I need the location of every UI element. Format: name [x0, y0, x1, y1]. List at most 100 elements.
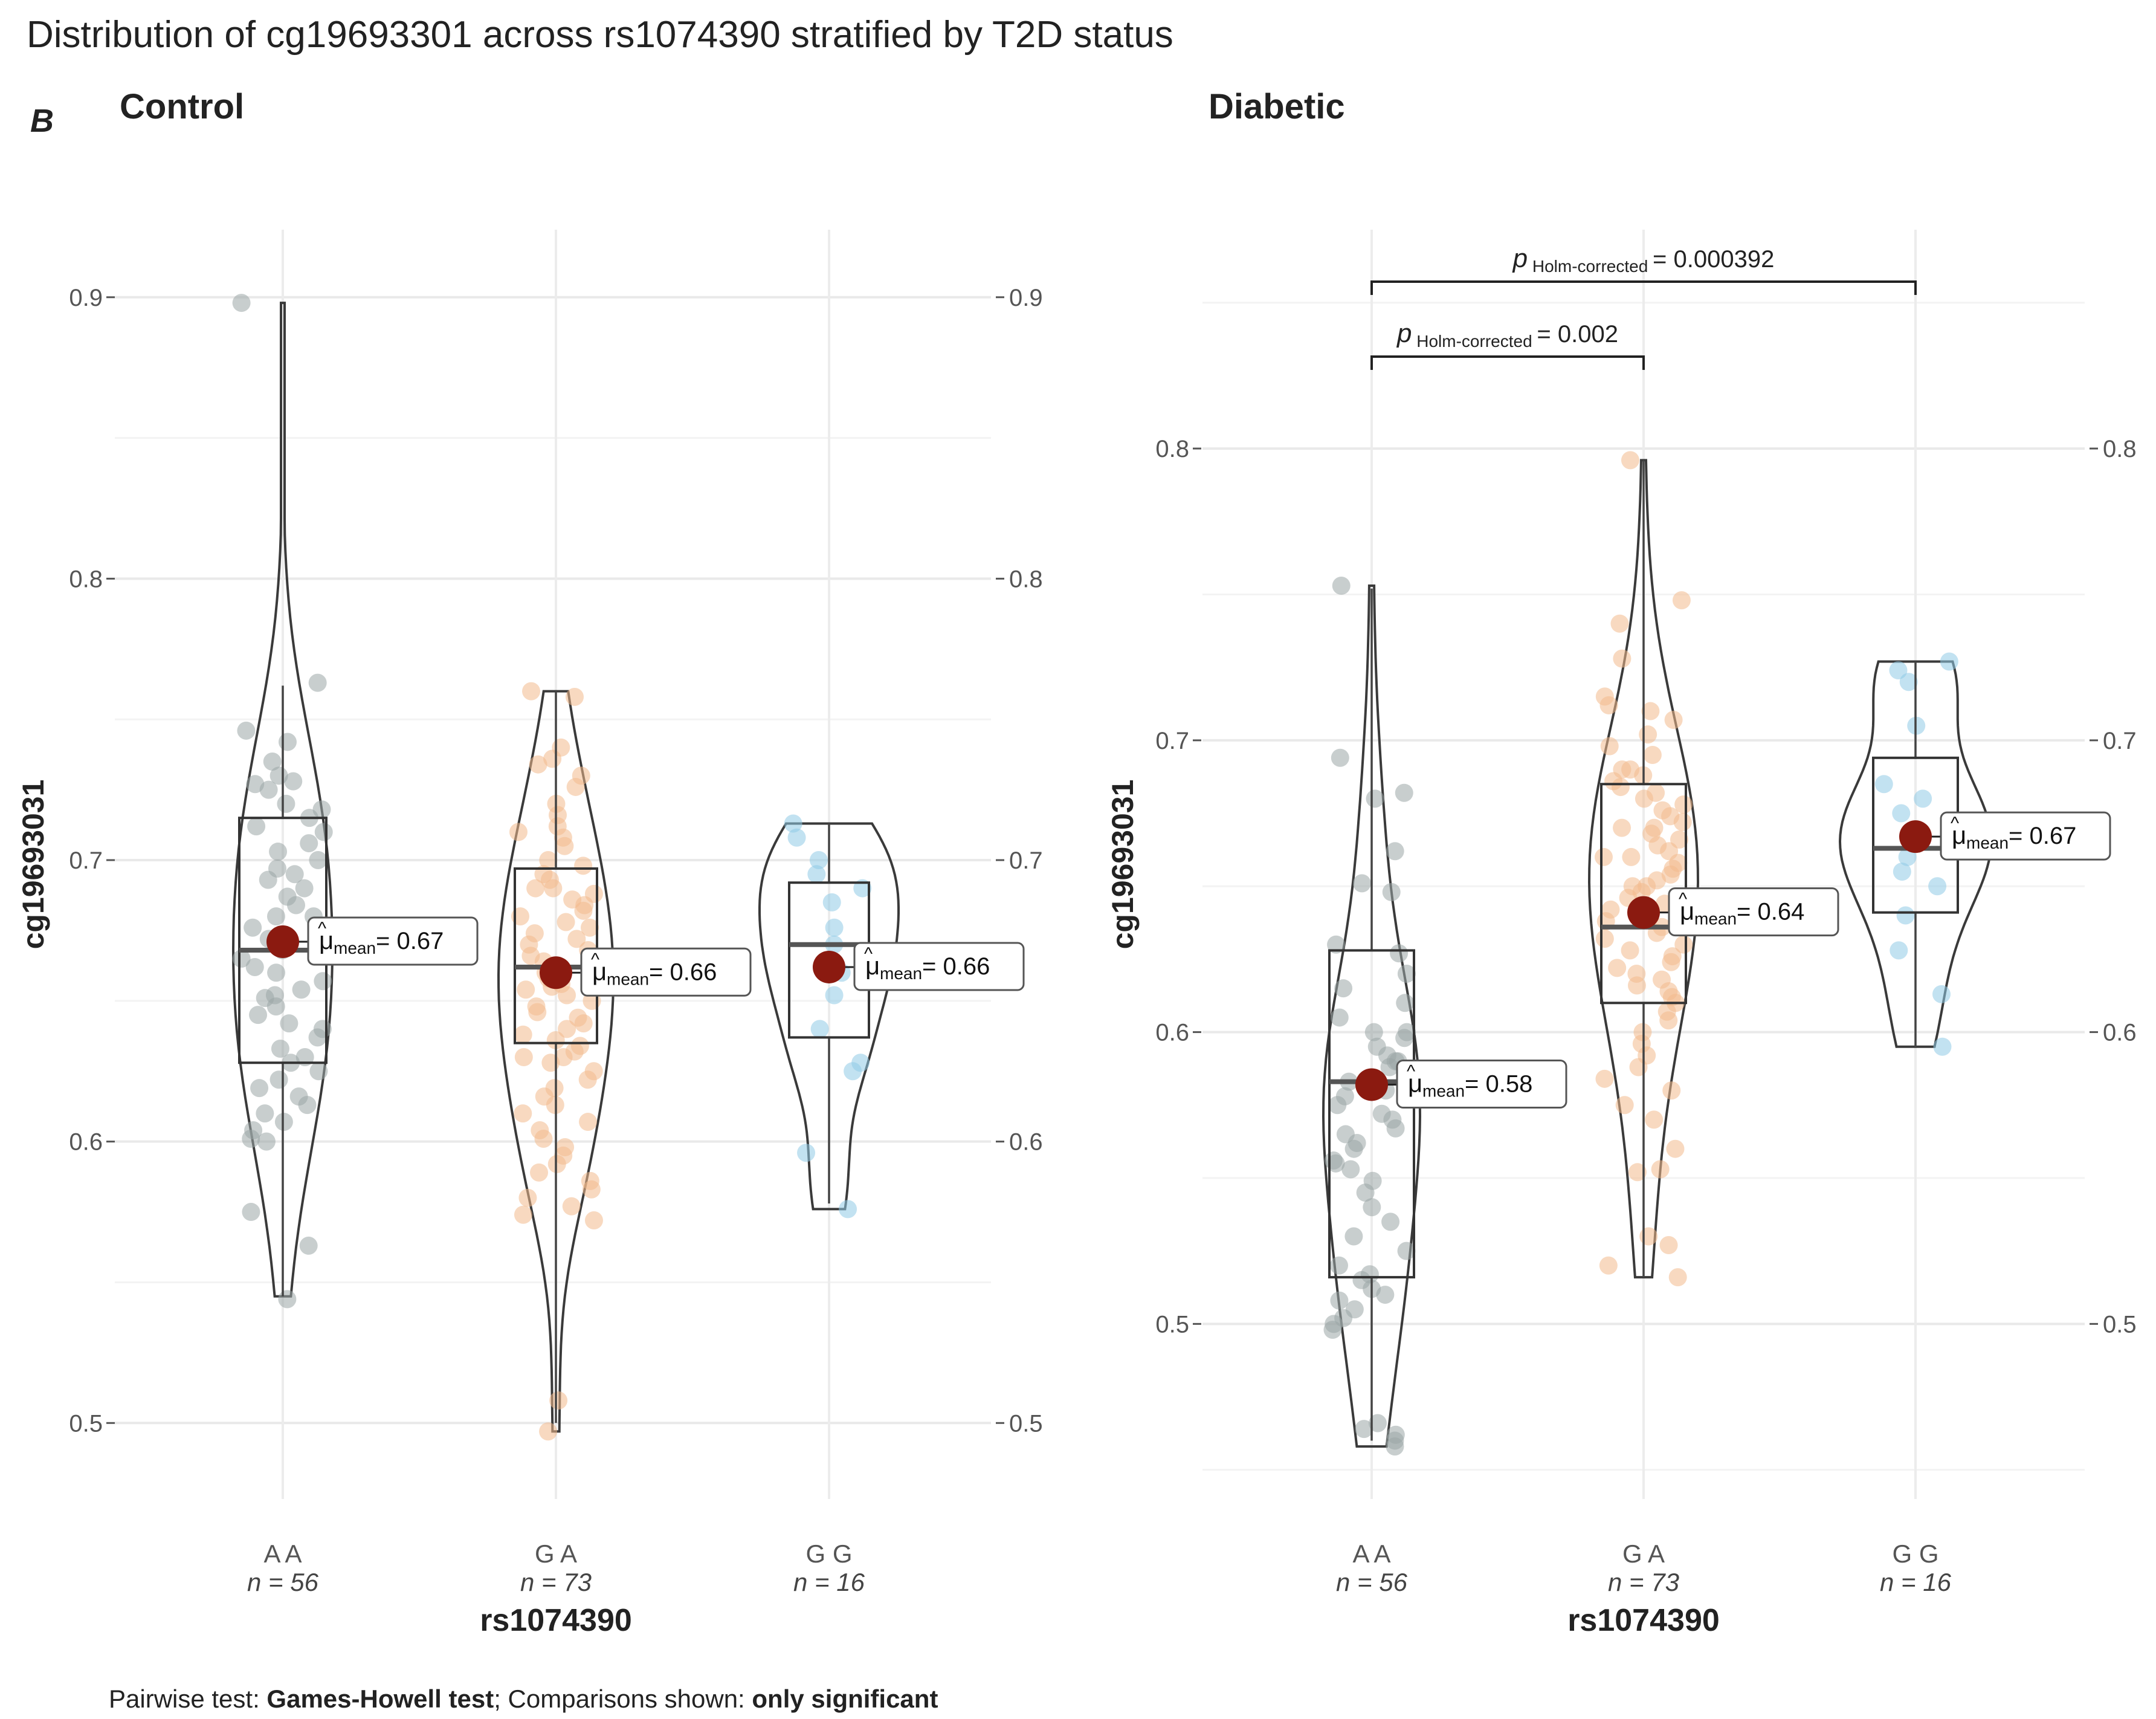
significance-bracket — [1370, 280, 1917, 295]
data-point-GA — [581, 918, 599, 937]
data-point-GA — [1662, 1081, 1681, 1100]
mean-label-mu: μ — [1408, 1069, 1422, 1097]
data-point-GA — [1595, 930, 1614, 948]
data-point-GA — [1594, 847, 1613, 866]
y-axis-label: cg19693031 — [16, 780, 50, 950]
x-n-label: n = 16 — [793, 1568, 865, 1596]
mean-label-sub: mean — [880, 964, 922, 983]
data-point-GA — [1659, 1011, 1678, 1030]
mean-label-sub: mean — [334, 939, 376, 957]
data-point-AA — [1344, 1139, 1363, 1158]
data-point-AA — [256, 1104, 274, 1123]
mean-label-sub: mean — [1422, 1081, 1465, 1100]
data-point-GG — [810, 1020, 829, 1038]
data-point-AA — [244, 918, 262, 937]
data-point-GA — [1613, 818, 1632, 837]
data-point-AA — [1381, 1212, 1400, 1231]
data-point-GA — [526, 879, 545, 898]
footer-mid: ; Comparisons shown: — [494, 1685, 752, 1713]
p-subscript: Holm-corrected — [1528, 257, 1653, 276]
data-point-GA — [1645, 1110, 1664, 1129]
data-point-AA — [237, 721, 256, 740]
mean-label-box — [307, 916, 479, 966]
data-point-AA — [298, 1096, 317, 1115]
mean-label-mu: μ — [319, 926, 334, 954]
data-point-GA — [1661, 865, 1680, 884]
data-point-GG — [787, 828, 806, 847]
mean-label-hat: ^ — [318, 919, 326, 939]
data-point-GA — [1673, 813, 1692, 831]
data-point-AA — [278, 1290, 297, 1309]
data-point-GA — [578, 1070, 597, 1089]
y2-tick-label: 0.7 — [1009, 847, 1043, 874]
mean-label-mu: μ — [1680, 897, 1694, 925]
data-point-GA — [574, 1014, 593, 1033]
figure-title: Distribution of cg19693301 across rs1074… — [27, 14, 1173, 56]
y-tick-label: 0.6 — [69, 1129, 103, 1156]
x-tick-label: G G — [805, 1539, 852, 1568]
data-point-AA — [1386, 1437, 1404, 1456]
data-point-GA — [1610, 614, 1629, 633]
data-point-GA — [1599, 696, 1618, 714]
data-point-AA — [1397, 965, 1416, 983]
data-point-AA — [1341, 1160, 1360, 1179]
data-point-AA — [250, 1079, 269, 1098]
mean-point-GA — [1627, 896, 1660, 929]
data-point-AA — [259, 780, 278, 799]
data-point-GA — [1668, 1268, 1687, 1287]
y-tick-label: 0.9 — [69, 285, 103, 311]
control-panel-title: Control — [120, 87, 244, 126]
data-point-AA — [232, 294, 251, 312]
mean-label-box — [580, 947, 752, 997]
x-tick-label: A A — [263, 1539, 302, 1568]
data-point-GA — [1651, 1160, 1670, 1179]
data-point-AA — [265, 986, 284, 1005]
data-point-GA — [514, 1205, 532, 1224]
data-point-GA — [1670, 830, 1688, 849]
x-axis-label: rs1074390 — [480, 1603, 632, 1638]
data-point-GA — [566, 687, 584, 706]
data-point-AA — [314, 972, 332, 991]
mean-label-mu: μ — [592, 957, 607, 985]
data-point-GA — [1641, 702, 1660, 720]
mean-label-hat: ^ — [864, 944, 873, 964]
data-point-AA — [309, 851, 328, 870]
data-point-GA — [1600, 737, 1619, 756]
x-n-label: n = 73 — [520, 1568, 592, 1596]
data-point-GA — [1672, 591, 1691, 610]
data-point-AA — [295, 879, 314, 898]
mean-label-value: = 0.67 — [376, 928, 444, 954]
data-point-AA — [232, 949, 251, 968]
footer-test: Games-Howell test — [266, 1685, 494, 1713]
data-point-GA — [547, 1154, 566, 1173]
mean-label-value: = 0.66 — [649, 959, 717, 985]
data-point-AA — [1363, 1198, 1381, 1217]
data-point-GA — [574, 856, 593, 875]
data-point-GA — [1645, 818, 1664, 837]
data-point-GA — [1639, 1227, 1658, 1246]
data-point-AA — [247, 817, 266, 836]
data-point-GG — [1889, 661, 1908, 679]
data-point-GA — [544, 879, 563, 898]
data-point-AA — [1331, 748, 1349, 767]
data-point-AA — [242, 1203, 260, 1222]
data-point-GA — [1621, 760, 1640, 779]
mean-point-GA — [540, 956, 572, 989]
data-point-AA — [269, 843, 288, 861]
data-point-AA — [284, 772, 303, 791]
x-tick-label: A A — [1352, 1539, 1390, 1568]
data-point-GA — [514, 1104, 532, 1123]
data-point-GA — [574, 901, 593, 920]
mean-label-mu: μ — [865, 951, 880, 980]
data-point-GG — [1896, 906, 1915, 925]
data-point-GA — [1622, 847, 1641, 866]
significance-bracket — [1370, 355, 1645, 370]
data-point-AA — [1332, 576, 1351, 595]
data-point-GG — [1933, 1037, 1952, 1056]
data-point-GA — [529, 755, 547, 774]
data-point-AA — [280, 1014, 299, 1033]
data-point-GG — [1914, 789, 1932, 808]
data-point-AA — [300, 834, 318, 853]
data-point-GA — [1628, 1163, 1647, 1182]
data-point-GG — [1890, 941, 1908, 960]
